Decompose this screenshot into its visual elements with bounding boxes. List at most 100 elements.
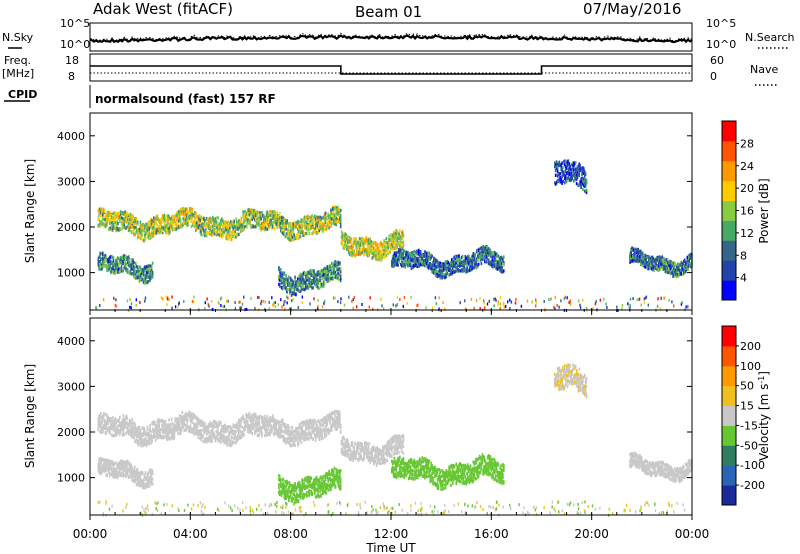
data-cell — [116, 220, 118, 224]
data-cell — [483, 247, 485, 251]
data-cell — [367, 237, 370, 242]
data-cell — [339, 261, 341, 265]
data-cell — [651, 262, 654, 266]
data-cell — [395, 251, 398, 255]
data-cell — [470, 261, 473, 265]
data-cell — [279, 223, 281, 227]
data-cell — [329, 278, 331, 282]
data-cell — [204, 228, 207, 232]
data-cell — [99, 260, 101, 264]
data-cell — [113, 296, 115, 300]
data-cell — [144, 232, 147, 236]
data-cell — [649, 257, 652, 261]
data-cell — [145, 281, 148, 285]
data-cell — [314, 228, 316, 232]
data-cell — [344, 239, 346, 244]
data-cell — [116, 214, 118, 219]
data-cell — [182, 212, 185, 216]
data-cell — [374, 241, 377, 245]
data-cell — [574, 175, 577, 179]
data-cell — [320, 225, 322, 229]
data-cell — [634, 256, 637, 260]
data-cell — [106, 211, 109, 215]
data-cell — [470, 297, 473, 301]
data-cell — [328, 277, 330, 281]
data-cell — [502, 261, 504, 265]
data-cell — [196, 227, 199, 231]
data-cell — [439, 269, 441, 273]
data-cell — [254, 218, 256, 222]
data-cell — [316, 222, 319, 226]
data-cell — [112, 259, 115, 263]
data-cell — [395, 257, 398, 261]
data-cell — [415, 257, 417, 261]
data-cell — [109, 431, 111, 435]
data-cell — [108, 217, 110, 222]
data-cell — [592, 307, 594, 310]
data-cell — [418, 253, 421, 257]
data-cell — [421, 253, 424, 257]
data-cell — [485, 253, 487, 257]
data-cell — [381, 253, 383, 257]
data-cell — [144, 266, 147, 270]
data-cell — [231, 235, 234, 239]
data-cell — [102, 412, 105, 416]
data-cell — [644, 257, 647, 261]
data-cell — [260, 299, 263, 303]
data-cell — [155, 214, 158, 219]
data-cell — [472, 252, 475, 256]
data-cell — [425, 264, 427, 268]
data-cell — [214, 228, 217, 232]
data-cell — [435, 259, 438, 263]
data-cell — [302, 284, 304, 288]
data-cell — [682, 267, 684, 271]
data-cell — [391, 258, 394, 262]
data-cell — [690, 265, 692, 269]
data-cell — [122, 260, 124, 264]
data-cell — [140, 276, 142, 280]
data-cell — [202, 222, 204, 226]
data-cell — [661, 260, 664, 265]
data-cell — [376, 244, 379, 248]
data-cell — [310, 272, 312, 276]
data-cell — [673, 304, 675, 308]
data-cell — [451, 270, 453, 274]
data-cell — [438, 261, 441, 265]
data-cell — [356, 248, 358, 252]
data-cell — [151, 229, 153, 233]
data-cell — [176, 213, 178, 217]
data-cell — [249, 222, 252, 227]
data-cell — [483, 249, 485, 253]
data-cell — [113, 226, 116, 230]
data-cell — [303, 216, 305, 220]
data-cell — [191, 213, 193, 217]
data-cell — [335, 209, 338, 213]
data-cell — [137, 439, 140, 443]
data-cell — [114, 226, 117, 230]
data-cell — [340, 235, 343, 239]
data-cell — [241, 302, 244, 306]
data-cell — [329, 275, 331, 279]
data-cell — [220, 234, 222, 238]
data-cell — [411, 252, 414, 256]
data-cell — [463, 262, 466, 266]
data-cell — [130, 306, 132, 310]
data-cell — [475, 258, 477, 262]
data-cell — [278, 224, 280, 228]
data-cell — [113, 422, 116, 426]
data-cell — [124, 264, 126, 268]
data-cell — [469, 267, 472, 271]
data-cell — [348, 247, 350, 251]
data-cell — [445, 274, 448, 278]
data-cell — [214, 217, 217, 221]
data-cell — [332, 211, 335, 215]
data-cell — [680, 271, 682, 276]
data-cell — [314, 279, 317, 283]
data-cell — [330, 277, 332, 281]
data-cell — [291, 235, 294, 239]
data-cell — [393, 259, 396, 263]
data-cell — [99, 263, 101, 267]
data-cell — [319, 219, 321, 223]
data-cell — [642, 260, 645, 264]
data-cell — [340, 297, 342, 301]
